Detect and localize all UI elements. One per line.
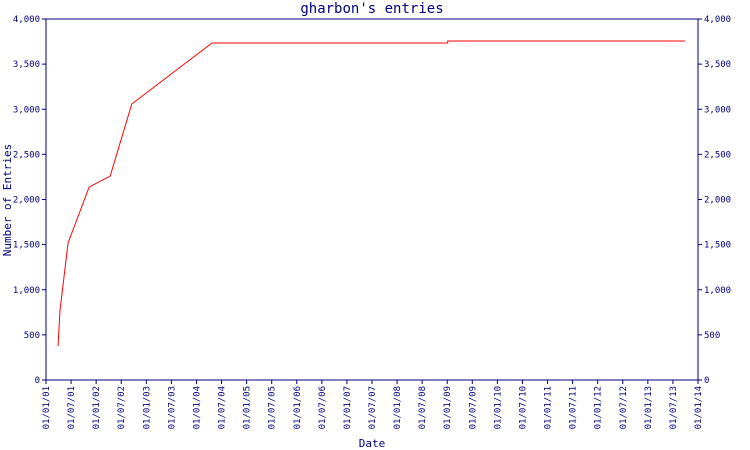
x-tick-label: 01/01/10 bbox=[493, 386, 503, 429]
x-tick-label: 01/07/11 bbox=[569, 386, 579, 429]
x-tick-label: 01/07/07 bbox=[368, 386, 378, 429]
x-tick-label: 01/01/05 bbox=[243, 386, 253, 429]
y2-tick-label: 2,000 bbox=[704, 196, 731, 206]
x-tick-label: 01/01/01 bbox=[42, 386, 52, 429]
y-tick-label: 3,000 bbox=[13, 105, 40, 115]
x-tick-label: 01/01/12 bbox=[594, 386, 604, 429]
x-tick-label: 01/01/09 bbox=[443, 386, 453, 429]
x-tick-label: 01/07/01 bbox=[67, 386, 77, 429]
y2-tick-label: 3,000 bbox=[704, 105, 731, 115]
x-tick-label: 01/07/04 bbox=[218, 386, 228, 429]
y-axis-label: Number of Entries bbox=[1, 144, 14, 257]
y-tick-label: 3,500 bbox=[13, 60, 40, 70]
y-tick-label: 4,000 bbox=[13, 15, 40, 25]
x-tick-label: 01/01/13 bbox=[644, 386, 654, 429]
y-tick-label: 0 bbox=[35, 376, 40, 386]
y2-tick-label: 1,000 bbox=[704, 286, 731, 296]
y-tick-label: 1,500 bbox=[13, 241, 40, 251]
x-tick-label: 01/07/12 bbox=[619, 386, 629, 429]
x-tick-label: 01/01/04 bbox=[192, 386, 202, 429]
y2-tick-label: 500 bbox=[704, 331, 720, 341]
y2-tick-label: 0 bbox=[704, 376, 709, 386]
x-tick-label: 01/07/03 bbox=[167, 386, 177, 429]
x-tick-label: 01/07/08 bbox=[418, 386, 428, 429]
x-tick-label: 01/01/06 bbox=[293, 386, 303, 429]
x-tick-label: 01/07/02 bbox=[117, 386, 127, 429]
y2-tick-label: 4,000 bbox=[704, 15, 731, 25]
x-axis-label: Date bbox=[359, 437, 386, 450]
y2-tick-label: 3,500 bbox=[704, 60, 731, 70]
x-tick-label: 01/01/14 bbox=[694, 386, 704, 429]
y-tick-label: 2,000 bbox=[13, 196, 40, 206]
x-tick-label: 01/01/02 bbox=[92, 386, 102, 429]
y2-tick-label: 2,500 bbox=[704, 150, 731, 160]
x-tick-label: 01/07/09 bbox=[468, 386, 478, 429]
y-tick-label: 500 bbox=[24, 331, 40, 341]
y-tick-label: 2,500 bbox=[13, 150, 40, 160]
x-tick-label: 01/07/05 bbox=[268, 386, 278, 429]
data-line bbox=[57, 40, 685, 347]
y2-tick-label: 1,500 bbox=[704, 241, 731, 251]
plot-frame bbox=[45, 18, 699, 381]
chart-title: gharbon's entries bbox=[300, 1, 443, 17]
x-tick-label: 01/07/10 bbox=[518, 386, 528, 429]
x-tick-label: 01/01/11 bbox=[544, 386, 554, 429]
x-tick-label: 01/07/06 bbox=[318, 386, 328, 429]
y-tick-label: 1,000 bbox=[13, 286, 40, 296]
x-tick-label: 01/07/13 bbox=[669, 386, 679, 429]
x-tick-label: 01/01/08 bbox=[393, 386, 403, 429]
x-tick-label: 01/01/07 bbox=[343, 386, 353, 429]
x-tick-label: 01/01/03 bbox=[142, 386, 152, 429]
